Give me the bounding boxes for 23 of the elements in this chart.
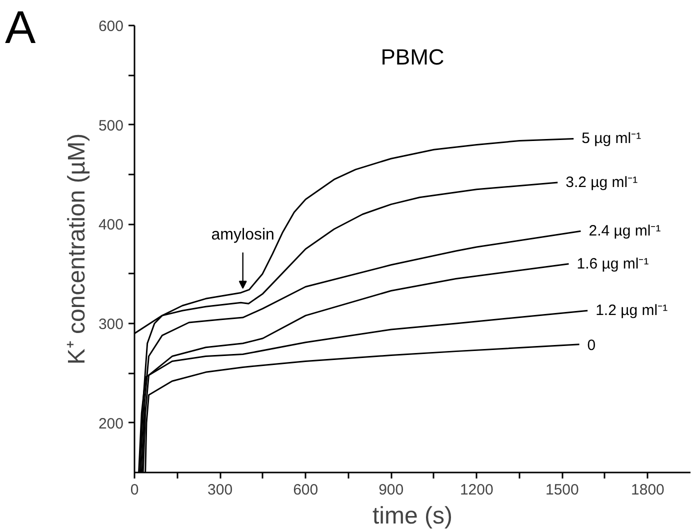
series-label: 3.2 µg ml⁻¹ (566, 174, 638, 191)
x-tick-label: 1200 (460, 482, 494, 498)
y-tick-label: 500 (98, 117, 124, 134)
x-axis-title: time (s) (372, 502, 453, 530)
text: PBMC (380, 44, 444, 70)
series-label: 2.4 µg ml⁻¹ (588, 222, 661, 240)
series-label: 1.2 µg ml⁻¹ (596, 302, 668, 320)
y-tick-label: 400 (98, 216, 124, 234)
y-tick-label: 300 (98, 316, 124, 333)
x-tick-label: 1800 (631, 482, 664, 498)
text: A (5, 1, 36, 53)
x-tick-label: 600 (293, 482, 318, 498)
x-tick-label: 0 (130, 482, 139, 498)
y-axis-title: K⁺ concentration (µM) (63, 133, 90, 365)
series-label: 1.6 µg ml⁻¹ (576, 255, 649, 272)
y-tick-label: 200 (98, 415, 124, 432)
series-label: 5 µg ml⁻¹ (582, 130, 642, 148)
x-tick-label: 300 (208, 482, 233, 498)
x-tick-label: 900 (378, 482, 404, 498)
annotation: amylosin (211, 226, 274, 244)
x-tick-label: 1500 (546, 482, 579, 498)
y-tick-label: 600 (98, 18, 124, 35)
series-label: 0 (587, 336, 596, 354)
